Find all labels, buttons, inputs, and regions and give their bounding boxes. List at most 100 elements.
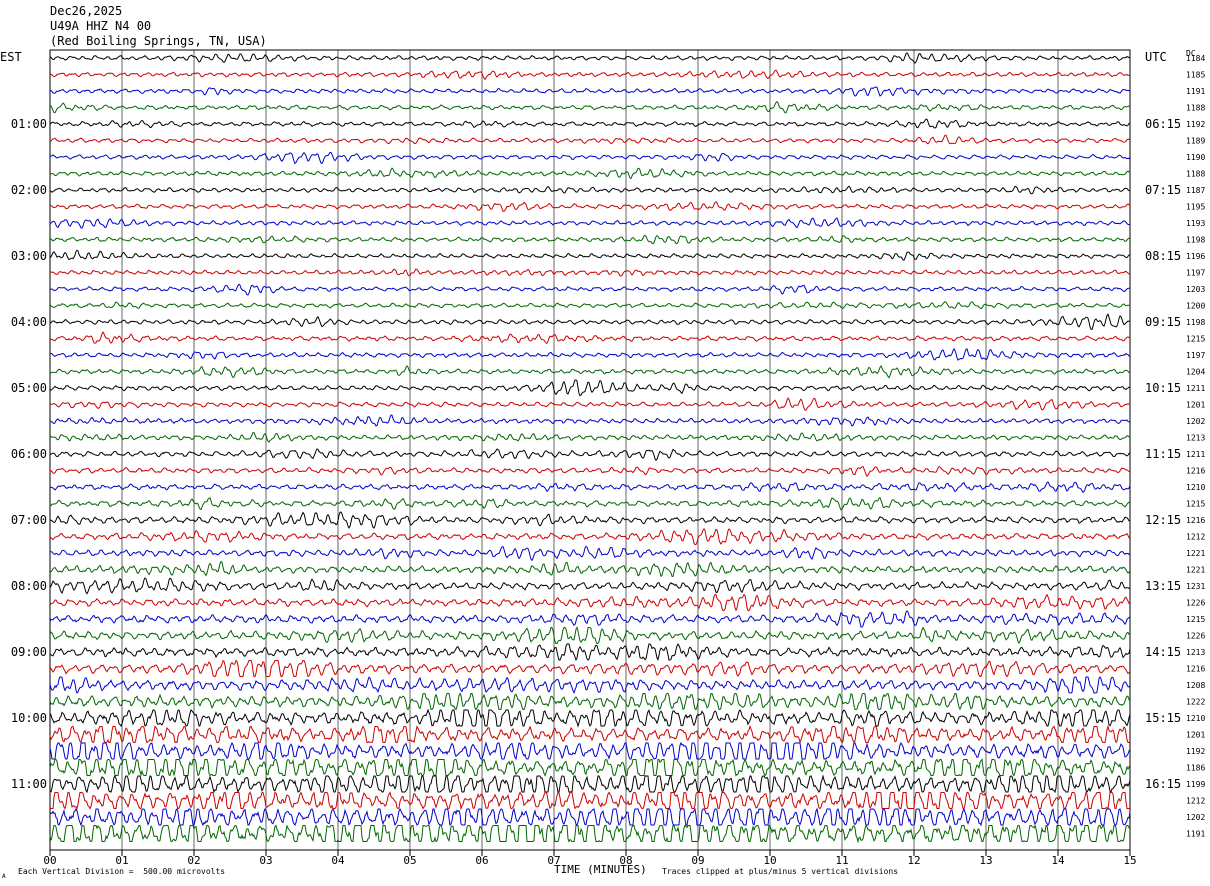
utc-hour-label: 12:15 xyxy=(1145,513,1181,527)
seismic-trace xyxy=(49,301,1131,310)
dc-offset-label: 1188 xyxy=(1186,170,1205,179)
seismic-trace xyxy=(49,268,1131,277)
dc-offset-label: 1212 xyxy=(1186,533,1205,542)
dc-offset-label: 1188 xyxy=(1186,104,1205,113)
seismic-trace xyxy=(49,466,1131,478)
seismic-trace xyxy=(49,167,1131,180)
dc-offset-label: 1222 xyxy=(1186,698,1205,707)
seismic-trace xyxy=(49,659,1131,678)
seismic-trace xyxy=(49,432,1131,443)
seismic-trace xyxy=(49,823,1131,844)
dc-offset-label: 1192 xyxy=(1186,747,1205,756)
utc-hour-label: 13:15 xyxy=(1145,579,1181,593)
dc-offset-label: 1216 xyxy=(1186,467,1205,476)
station-label: U49A HHZ N4 00 xyxy=(50,19,152,33)
seismic-trace xyxy=(49,577,1131,595)
est-hour-label: 08:00 xyxy=(11,579,47,593)
utc-hour-label: 16:15 xyxy=(1145,777,1181,791)
dc-offset-label: 1202 xyxy=(1186,417,1205,426)
est-hour-label: 01:00 xyxy=(11,117,47,131)
dc-offset-label: 1191 xyxy=(1186,87,1205,96)
est-hour-label: 09:00 xyxy=(11,645,47,659)
seismic-trace xyxy=(50,791,1130,811)
seismic-trace xyxy=(49,642,1131,661)
seismic-trace xyxy=(49,481,1131,493)
dc-offset-label: 1231 xyxy=(1186,582,1205,591)
seismic-trace xyxy=(49,774,1131,794)
dc-offset-label: 1211 xyxy=(1186,384,1205,393)
x-tick-label: 12 xyxy=(907,854,920,867)
dc-offset-label: 1201 xyxy=(1186,731,1205,740)
utc-hour-label: 15:15 xyxy=(1145,711,1181,725)
dc-offset-label: 1213 xyxy=(1186,434,1205,443)
x-tick-label: 05 xyxy=(403,854,416,867)
dc-offset-label: 1216 xyxy=(1186,665,1205,674)
seismic-trace xyxy=(49,448,1131,462)
dc-offset-label: 1221 xyxy=(1186,566,1205,575)
seismic-trace xyxy=(49,807,1131,827)
location-label: (Red Boiling Springs, TN, USA) xyxy=(50,34,267,48)
seismic-trace xyxy=(49,249,1131,261)
utc-hour-label: 11:15 xyxy=(1145,447,1181,461)
est-hour-label: 02:00 xyxy=(11,183,47,197)
dc-offset-label: 1211 xyxy=(1186,450,1205,459)
date-label: Dec26,2025 xyxy=(50,4,123,18)
dc-offset-label: 1208 xyxy=(1186,681,1205,690)
seismic-trace xyxy=(49,511,1131,530)
dc-offset-label: 1215 xyxy=(1186,615,1205,624)
seismic-trace xyxy=(49,134,1131,145)
corner-mark: A xyxy=(2,873,6,880)
seismic-trace xyxy=(49,396,1131,411)
est-hour-label: 07:00 xyxy=(11,513,47,527)
dc-offset-label: 1186 xyxy=(1186,764,1205,773)
dc-offset-label: 1187 xyxy=(1186,186,1205,195)
dc-offset-label: 1190 xyxy=(1186,153,1205,162)
right-timezone-label: UTC xyxy=(1145,50,1167,64)
seismic-trace xyxy=(49,151,1131,165)
x-tick-label: 03 xyxy=(259,854,272,867)
dc-offset-label: 1197 xyxy=(1186,351,1205,360)
dc-offset-label: 1216 xyxy=(1186,516,1205,525)
dc-offset-label: 1196 xyxy=(1186,252,1205,261)
est-hour-label: 06:00 xyxy=(11,447,47,461)
dc-offset-label: 1210 xyxy=(1186,483,1205,492)
est-hour-label: 11:00 xyxy=(11,777,47,791)
seismic-trace xyxy=(49,100,1131,114)
utc-hour-label: 10:15 xyxy=(1145,381,1181,395)
seismic-trace xyxy=(49,758,1131,777)
est-hour-label: 10:00 xyxy=(11,711,47,725)
x-tick-label: 04 xyxy=(331,854,345,867)
seismic-trace xyxy=(49,379,1130,397)
x-tick-label: 14 xyxy=(1051,854,1065,867)
x-tick-label: 01 xyxy=(115,854,128,867)
dc-offset-label: 1184 xyxy=(1186,54,1205,63)
dc-offset-label: 1193 xyxy=(1186,219,1205,228)
x-tick-label: 08 xyxy=(619,854,632,867)
seismic-trace xyxy=(49,545,1131,562)
seismic-trace xyxy=(50,414,1131,427)
dc-offset-label: 1191 xyxy=(1186,830,1205,839)
x-axis-label: TIME (MINUTES) xyxy=(554,863,647,876)
dc-offset-label: 1203 xyxy=(1186,285,1205,294)
plot-border xyxy=(49,49,1131,851)
clip-note: Traces clipped at plus/minus 5 vertical … xyxy=(662,867,899,876)
dc-offset-label: 1192 xyxy=(1186,120,1205,129)
dc-offset-label: 1202 xyxy=(1186,813,1205,822)
seismic-trace xyxy=(49,365,1131,379)
dc-offset-label: 1197 xyxy=(1186,269,1205,278)
dc-offset-label: 1201 xyxy=(1186,401,1205,410)
seismic-trace xyxy=(49,52,1131,64)
seismic-trace xyxy=(49,741,1131,761)
seismic-trace xyxy=(49,69,1131,81)
seismic-trace xyxy=(49,283,1130,296)
seismic-trace xyxy=(50,347,1131,361)
seismic-trace xyxy=(49,118,1131,129)
utc-hour-label: 06:15 xyxy=(1145,117,1181,131)
seismic-trace xyxy=(49,626,1131,644)
seismic-trace xyxy=(49,676,1131,695)
dc-column-header: DC xyxy=(1186,49,1196,58)
x-tick-label: 11 xyxy=(835,854,848,867)
dc-offset-label: 1226 xyxy=(1186,599,1205,608)
x-tick-label: 10 xyxy=(763,854,776,867)
seismic-trace xyxy=(49,692,1131,711)
